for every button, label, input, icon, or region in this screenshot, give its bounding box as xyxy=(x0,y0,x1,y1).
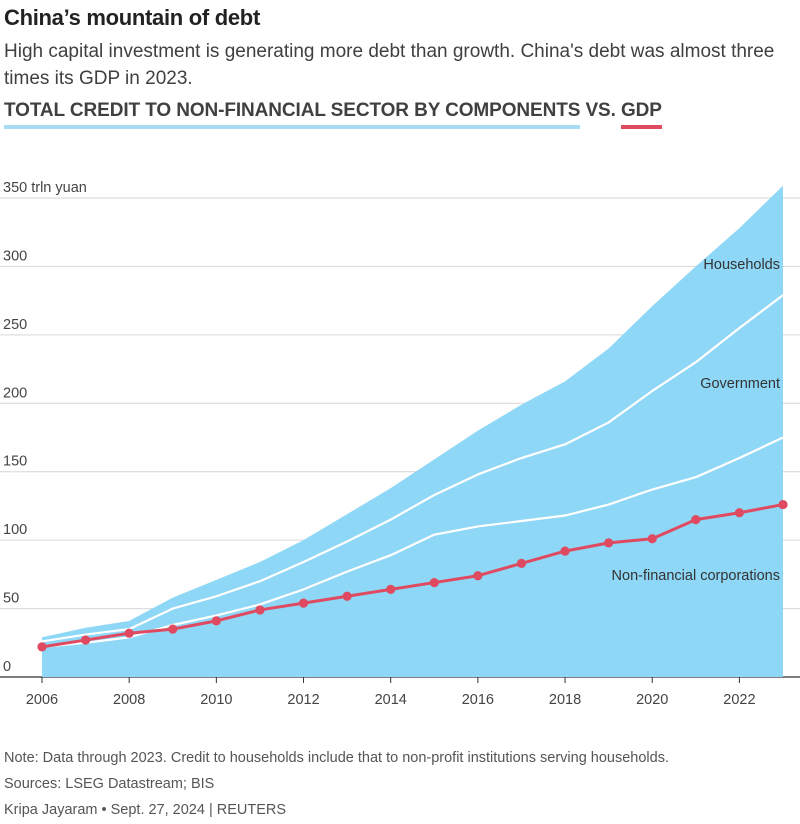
x-tick-label: 2018 xyxy=(549,692,581,708)
area-labels: Households Government Non-financial corpor… xyxy=(612,257,780,584)
x-tick-label: 2014 xyxy=(375,692,407,708)
x-axis-tick-labels: 2006 2008 2010 2012 2014 2016 2018 2020 2022 xyxy=(26,677,756,708)
gdp-point xyxy=(691,515,701,525)
y-tick-label: 50 xyxy=(3,591,19,607)
area-label: Non-financial corporations xyxy=(612,568,780,584)
gdp-point xyxy=(255,605,265,615)
gdp-point xyxy=(604,538,614,548)
gdp-point xyxy=(778,499,788,510)
gdp-series xyxy=(37,499,788,652)
heading-credit-label: TOTAL CREDIT TO NON-FINANCIAL SECTOR BY … xyxy=(4,100,580,129)
sources-line: Sources: LSEG Datastream; BIS xyxy=(4,776,215,792)
chart-title: China’s mountain of debt xyxy=(4,5,260,30)
debt-area-chart: 0 50 100 150 200 250 300 350 trln yuan 2006 2008… xyxy=(0,180,800,708)
stacked-areas xyxy=(42,185,783,677)
y-tick-label: 250 xyxy=(3,317,27,333)
gdp-point xyxy=(386,584,396,595)
y-tick-label: 0 xyxy=(3,659,11,675)
gdp-point xyxy=(211,616,221,626)
byline: Kripa Jayaram • Sept. 27, 2024 | REUTERS xyxy=(4,802,287,818)
gdp-point xyxy=(429,577,439,588)
gdp-point xyxy=(298,598,309,608)
gdp-point xyxy=(734,508,745,518)
gdp-point xyxy=(473,571,483,581)
x-tick-label: 2022 xyxy=(723,692,755,708)
footnote: Note: Data through 2023. Credit to house… xyxy=(4,750,669,766)
gdp-line xyxy=(41,503,784,649)
x-tick-label: 2010 xyxy=(200,692,232,708)
chart-subtitle: High capital investment is generating mo… xyxy=(4,41,775,89)
y-axis-tick-labels: 0 50 100 150 200 250 300 350 trln yuan xyxy=(3,180,87,675)
chart-heading: TOTAL CREDIT TO NON-FINANCIAL SECTOR BY … xyxy=(4,100,662,129)
area-label: Government xyxy=(700,376,780,392)
y-tick-label: 350 trln yuan xyxy=(3,180,87,196)
y-tick-label: 100 xyxy=(3,522,27,538)
gdp-point xyxy=(516,558,527,569)
gdp-point xyxy=(342,591,352,601)
gdp-point xyxy=(647,534,657,544)
x-tick-label: 2012 xyxy=(287,692,319,708)
y-tick-label: 300 xyxy=(3,248,27,264)
area-boundaries xyxy=(41,294,784,648)
gdp-point xyxy=(124,628,134,638)
x-tick-label: 2008 xyxy=(113,692,145,708)
boundary-non-financial-corporations xyxy=(41,436,784,648)
heading-vs-label: VS. xyxy=(580,100,621,121)
y-tick-label: 150 xyxy=(3,454,27,470)
x-tick-label: 2016 xyxy=(462,692,494,708)
area-label: Households xyxy=(703,257,780,273)
boundary-government xyxy=(41,294,784,643)
heading-gdp-label: GDP xyxy=(620,100,662,129)
x-tick-label: 2020 xyxy=(636,692,668,708)
gdp-point xyxy=(80,635,91,645)
y-tick-label: 200 xyxy=(3,385,27,401)
gdp-point xyxy=(37,642,47,652)
total-credit-area xyxy=(42,185,783,677)
x-tick-label: 2006 xyxy=(26,692,58,708)
gdp-point xyxy=(168,624,178,634)
gdp-point xyxy=(560,546,570,556)
